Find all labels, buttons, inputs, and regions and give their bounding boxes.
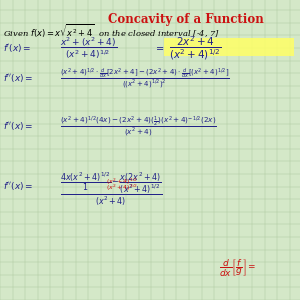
Text: $=$: $=$ bbox=[154, 44, 166, 52]
Text: $(x^2+4)^{1/2}$: $(x^2+4)^{1/2}$ bbox=[106, 177, 138, 187]
Text: $\dfrac{2x^2+4}{(x^2+4)^{1/2}}$: $\dfrac{2x^2+4}{(x^2+4)^{1/2}}$ bbox=[169, 34, 222, 62]
Text: $\dfrac{x^2+(x^2+4)}{(x^2+4)^{1/2}}$: $\dfrac{x^2+(x^2+4)}{(x^2+4)^{1/2}}$ bbox=[60, 35, 117, 61]
Text: $f''(x) =$: $f''(x) =$ bbox=[3, 72, 33, 84]
Text: $f'(x) =$: $f'(x) =$ bbox=[3, 42, 32, 54]
Text: $(x^2+4)^{3/2}$: $(x^2+4)^{3/2}$ bbox=[106, 183, 138, 193]
Text: $\dfrac{(x^2+4)^{1/2}\cdot\frac{d}{dx}[2x^2+4]-(2x^2+4)\cdot\frac{d}{dx}[(x^2+4): $\dfrac{(x^2+4)^{1/2}\cdot\frac{d}{dx}[2… bbox=[60, 66, 230, 90]
Text: Given $f(x)=x\sqrt{x^2+4}$  on the closed interval [-4, 7]: Given $f(x)=x\sqrt{x^2+4}$ on the closed… bbox=[3, 23, 220, 40]
Text: $f''(x) =$: $f''(x) =$ bbox=[3, 120, 33, 132]
Text: $\dfrac{(x^2+4)^{1/2}(4x)-(2x^2+4)(\frac{1}{2})(x^2+4)^{-1/2}(2x)}{(x^2+4)}$: $\dfrac{(x^2+4)^{1/2}(4x)-(2x^2+4)(\frac… bbox=[60, 114, 217, 138]
Text: $\dfrac{\dfrac{4x(x^2+4)^{1/2}}{1} - \dfrac{x(2x^2+4)}{(x^2+4)^{1/2}}}{(x^2+4)}$: $\dfrac{\dfrac{4x(x^2+4)^{1/2}}{1} - \df… bbox=[60, 170, 163, 208]
Text: $f''(x) =$: $f''(x) =$ bbox=[3, 180, 33, 192]
Bar bbox=[164, 38, 294, 56]
Text: Concavity of a Function: Concavity of a Function bbox=[108, 14, 264, 26]
Text: $\dfrac{d}{dx}\left[\dfrac{f}{g}\right]=$: $\dfrac{d}{dx}\left[\dfrac{f}{g}\right]=… bbox=[219, 256, 256, 278]
